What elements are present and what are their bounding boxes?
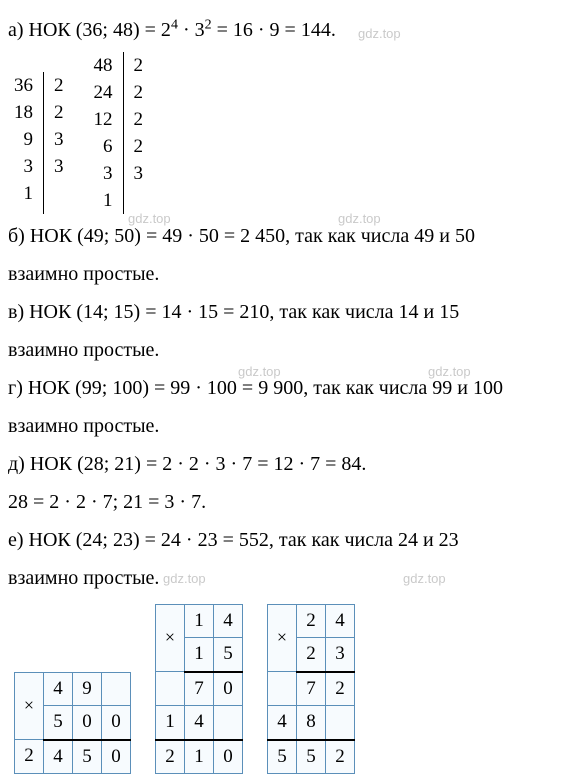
- t3-r4-c0: 5: [268, 740, 297, 774]
- multiplication-tables: × 4 9 5 0 0 2 4 5 0 × 1 4 1 5 7 0: [14, 604, 562, 774]
- t2-r4-c0: 2: [156, 740, 185, 774]
- part-d: д) НОК (28; 21) = 2 · 2 · 3 · 7 = 12 · 7…: [8, 448, 562, 480]
- f48-r-5: [134, 187, 144, 214]
- part-g-label: г): [8, 377, 23, 399]
- t2-r2-c2: 0: [214, 672, 243, 706]
- factor-36: 36 18 9 3 1 2 2 3 3: [14, 72, 64, 214]
- f36-r-3: 3: [54, 153, 64, 180]
- factor-48: 48 24 12 6 3 1 2 2 2 2 3: [94, 52, 144, 214]
- part-d-label: д): [8, 453, 25, 475]
- part-e-line2: взаимно простые.: [8, 562, 562, 594]
- f48-r-4: 3: [134, 160, 144, 187]
- f36-l-4: 1: [14, 180, 33, 207]
- part-e-label: е): [8, 529, 24, 551]
- mid2: = 16 · 9 = 144.: [212, 19, 336, 41]
- t1-r2-c0: 2: [15, 740, 44, 774]
- t2-r0-c1: 1: [185, 605, 214, 638]
- part-g-line2: взаимно простые.: [8, 410, 562, 442]
- t1-r0-c2: [102, 672, 131, 705]
- mid1: · 3: [178, 19, 205, 41]
- t1-r1-c1: 0: [73, 706, 102, 740]
- t3-r4-c1: 5: [297, 740, 326, 774]
- t2-r1-c2: 5: [214, 638, 243, 672]
- f48-r-1: 2: [134, 79, 144, 106]
- t3-r0-c2: 4: [326, 605, 355, 638]
- part-v: в) НОК (14; 15) = 14 · 15 = 210, так как…: [8, 296, 562, 328]
- part-a-label: а): [8, 19, 24, 41]
- f36-r-0: 2: [54, 72, 64, 99]
- part-d-line2: 28 = 2 · 2 · 7; 21 = 3 · 7.: [8, 486, 562, 518]
- f48-r-0: 2: [134, 52, 144, 79]
- t2-r2-c1: 7: [185, 672, 214, 706]
- f48-r-3: 2: [134, 133, 144, 160]
- t2-r4-c1: 1: [185, 740, 214, 774]
- part-b: б) НОК (49; 50) = 49 · 50 = 2 450, так к…: [8, 220, 562, 252]
- t3-r3-c0: 4: [268, 706, 297, 740]
- t2-r2-c0: [156, 672, 185, 706]
- t3-r3-c1: 8: [297, 706, 326, 740]
- t1-r0-c1: 9: [73, 672, 102, 705]
- t3-r1-c2: 3: [326, 638, 355, 672]
- t1-r2-c1: 4: [44, 740, 73, 774]
- t1-r2-c3: 0: [102, 740, 131, 774]
- part-v-line1: НОК (14; 15) = 14 · 15 = 210, так как чи…: [29, 301, 459, 323]
- t1-r1-c2: 0: [102, 706, 131, 740]
- t3-r2-c0: [268, 672, 297, 706]
- f36-l-2: 9: [14, 126, 33, 153]
- part-a-text1: НОК (36; 48) = 2: [29, 19, 171, 41]
- t2-r1-c1: 1: [185, 638, 214, 672]
- f48-l-1: 24: [94, 79, 113, 106]
- f48-l-2: 12: [94, 106, 113, 133]
- mult-sign: ×: [156, 605, 185, 672]
- part-b-line2: взаимно простые.: [8, 258, 562, 290]
- t3-r1-c1: 2: [297, 638, 326, 672]
- f36-l-3: 3: [14, 153, 33, 180]
- t3-r0-c1: 2: [297, 605, 326, 638]
- f36-l-1: 18: [14, 99, 33, 126]
- f48-l-5: 1: [94, 187, 113, 214]
- t3-r4-c2: 2: [326, 740, 355, 774]
- f48-l-3: 6: [94, 133, 113, 160]
- f36-r-2: 3: [54, 126, 64, 153]
- t2-r3-c1: 4: [185, 706, 214, 740]
- part-d-line1: НОК (28; 21) = 2 · 2 · 3 · 7 = 12 · 7 = …: [30, 453, 367, 475]
- f36-r-4: [54, 180, 64, 207]
- exp1: 4: [171, 17, 178, 32]
- mult-sign: ×: [268, 605, 297, 672]
- t2-r3-c2: [214, 706, 243, 740]
- part-e-line1: НОК (24; 23) = 24 · 23 = 552, так как чи…: [29, 529, 459, 551]
- part-b-line1: НОК (49; 50) = 49 · 50 = 2 450, так как …: [30, 225, 475, 247]
- t1-r0-c0: 4: [44, 672, 73, 705]
- factorization-tables: 36 18 9 3 1 2 2 3 3 48 24 12 6 3 1 2 2 2…: [14, 52, 562, 214]
- mult-table-3: × 2 4 2 3 7 2 4 8 5 5 2: [267, 604, 355, 774]
- mult-table-1: × 4 9 5 0 0 2 4 5 0: [14, 672, 131, 774]
- t2-r4-c2: 0: [214, 740, 243, 774]
- f48-l-0: 48: [94, 52, 113, 79]
- part-g-line1: НОК (99; 100) = 99 · 100 = 9 900, так ка…: [28, 377, 503, 399]
- part-g: г) НОК (99; 100) = 99 · 100 = 9 900, так…: [8, 372, 562, 404]
- mult-table-2: × 1 4 1 5 7 0 1 4 2 1 0: [155, 604, 243, 774]
- mult-sign: ×: [15, 672, 44, 739]
- part-e: е) НОК (24; 23) = 24 · 23 = 552, так как…: [8, 524, 562, 556]
- part-v-line2: взаимно простые.: [8, 334, 562, 366]
- f48-l-4: 3: [94, 160, 113, 187]
- t1-r1-c0: 5: [44, 706, 73, 740]
- part-v-label: в): [8, 301, 24, 323]
- f36-r-1: 2: [54, 99, 64, 126]
- t3-r2-c1: 7: [297, 672, 326, 706]
- t1-r2-c2: 5: [73, 740, 102, 774]
- f36-l-0: 36: [14, 72, 33, 99]
- t2-r3-c0: 1: [156, 706, 185, 740]
- part-a-expr: а) НОК (36; 48) = 24 · 32 = 16 · 9 = 144…: [8, 14, 562, 46]
- f48-r-2: 2: [134, 106, 144, 133]
- t3-r3-c2: [326, 706, 355, 740]
- exp2: 2: [205, 17, 212, 32]
- t2-r0-c2: 4: [214, 605, 243, 638]
- part-b-label: б): [8, 225, 25, 247]
- t3-r2-c2: 2: [326, 672, 355, 706]
